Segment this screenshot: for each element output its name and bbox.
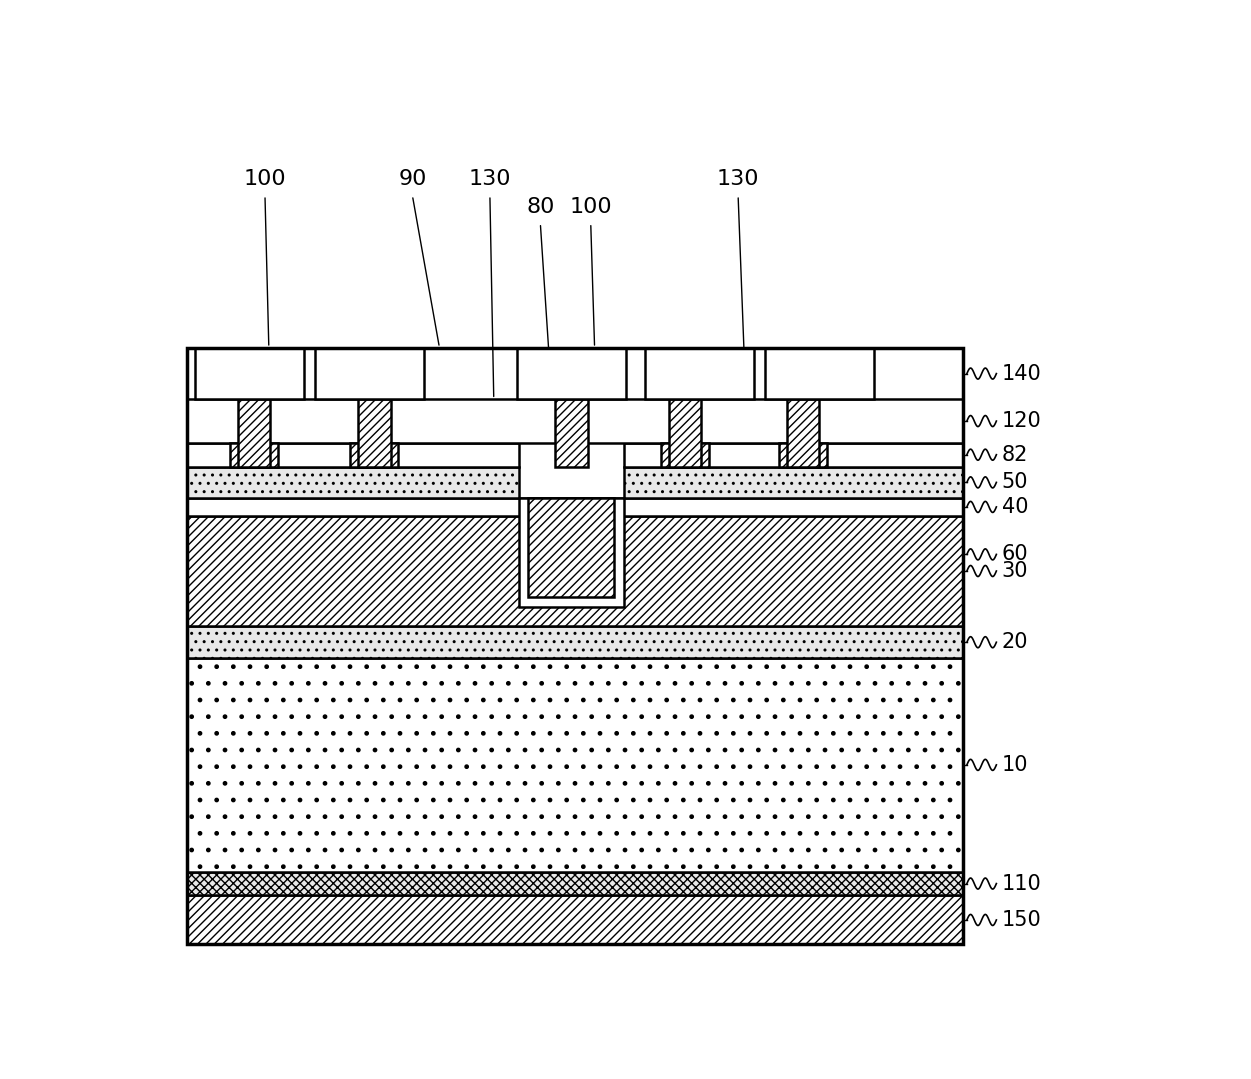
Text: 110: 110 — [1002, 874, 1042, 893]
Text: 20: 20 — [1002, 632, 1028, 652]
Bar — [188, 347, 963, 944]
Text: 40: 40 — [1002, 497, 1028, 517]
Text: 30: 30 — [1002, 561, 1028, 581]
Text: 90: 90 — [398, 168, 427, 189]
Bar — [624, 466, 963, 498]
Bar — [188, 442, 519, 466]
Bar — [358, 399, 390, 466]
Text: 120: 120 — [1002, 411, 1042, 432]
Text: 150: 150 — [1002, 910, 1042, 930]
Text: 50: 50 — [1002, 473, 1028, 492]
Bar — [779, 442, 827, 466]
Bar — [517, 347, 626, 399]
Bar — [766, 347, 874, 399]
Bar — [519, 498, 624, 606]
Bar — [646, 347, 753, 399]
Bar — [188, 466, 519, 498]
Bar — [195, 347, 304, 399]
Bar — [230, 442, 278, 466]
Bar — [519, 498, 624, 606]
Text: 130: 130 — [717, 168, 759, 189]
Text: 100: 100 — [244, 168, 286, 189]
Bar — [188, 658, 963, 872]
Bar — [188, 516, 963, 627]
Bar — [188, 498, 963, 516]
Bar — [350, 442, 398, 466]
Bar — [661, 442, 709, 466]
Bar — [528, 498, 614, 597]
Text: 130: 130 — [469, 168, 512, 189]
Bar — [188, 872, 963, 896]
Bar — [188, 627, 963, 658]
Text: 10: 10 — [1002, 755, 1028, 775]
Bar — [555, 399, 588, 466]
Text: 60: 60 — [1002, 545, 1028, 564]
Bar — [669, 399, 702, 466]
Text: 100: 100 — [569, 196, 612, 217]
Text: 140: 140 — [1002, 364, 1042, 384]
Text: 82: 82 — [1002, 445, 1028, 465]
Bar — [315, 347, 424, 399]
Bar — [188, 896, 963, 944]
Bar — [188, 399, 963, 442]
Text: 80: 80 — [527, 196, 554, 217]
Bar — [624, 442, 963, 466]
Bar — [787, 399, 819, 466]
Bar — [238, 399, 270, 466]
